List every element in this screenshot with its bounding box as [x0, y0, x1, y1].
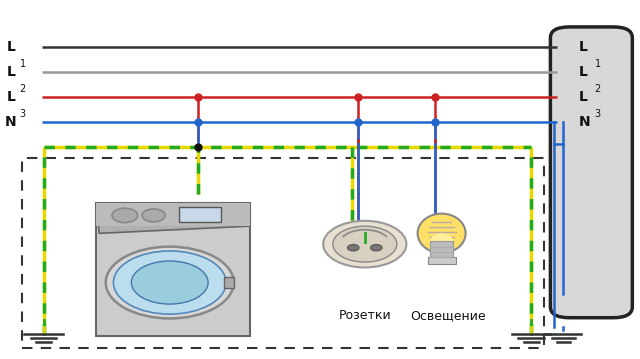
Ellipse shape: [430, 233, 453, 248]
Text: N: N: [4, 115, 16, 129]
Text: L: L: [579, 65, 588, 79]
FancyBboxPatch shape: [96, 203, 250, 336]
Text: L: L: [7, 90, 16, 104]
FancyBboxPatch shape: [550, 27, 632, 318]
Text: 3: 3: [595, 109, 601, 120]
Circle shape: [131, 261, 208, 304]
Bar: [224, 277, 234, 288]
Bar: [430, 241, 453, 258]
Text: 2: 2: [19, 84, 26, 94]
Text: L: L: [7, 40, 16, 53]
Bar: [428, 257, 456, 264]
Circle shape: [142, 209, 165, 222]
Circle shape: [323, 221, 406, 267]
Bar: [179, 207, 221, 222]
Text: 2: 2: [595, 84, 601, 94]
Bar: [96, 203, 250, 226]
Circle shape: [371, 244, 382, 251]
Text: Освещение: Освещение: [410, 309, 486, 322]
Text: N: N: [579, 115, 591, 129]
Circle shape: [112, 208, 138, 223]
Polygon shape: [96, 203, 250, 233]
Ellipse shape: [417, 214, 466, 253]
Circle shape: [333, 226, 397, 262]
Text: Розетки: Розетки: [339, 309, 391, 322]
Text: L: L: [7, 65, 16, 79]
Text: 1: 1: [19, 59, 26, 69]
Text: L: L: [579, 40, 588, 53]
Circle shape: [106, 247, 234, 318]
Circle shape: [348, 244, 359, 251]
Circle shape: [113, 251, 226, 314]
Text: 1: 1: [595, 59, 601, 69]
Text: L: L: [579, 90, 588, 104]
Text: 3: 3: [19, 109, 26, 120]
